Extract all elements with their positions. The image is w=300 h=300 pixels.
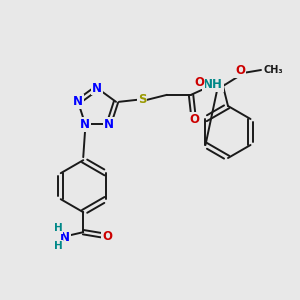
Text: O: O xyxy=(189,113,199,126)
Text: N: N xyxy=(104,118,114,131)
Text: N: N xyxy=(92,82,102,94)
Text: S: S xyxy=(138,93,146,106)
Text: H: H xyxy=(54,241,63,251)
Text: H: H xyxy=(54,223,63,233)
Text: O: O xyxy=(235,64,245,77)
Text: CH₃: CH₃ xyxy=(263,65,283,75)
Text: N: N xyxy=(60,231,70,244)
Text: O: O xyxy=(102,230,112,243)
Text: N: N xyxy=(80,118,90,131)
Text: O: O xyxy=(194,76,204,88)
Text: N: N xyxy=(73,95,83,108)
Text: NH: NH xyxy=(203,78,223,91)
